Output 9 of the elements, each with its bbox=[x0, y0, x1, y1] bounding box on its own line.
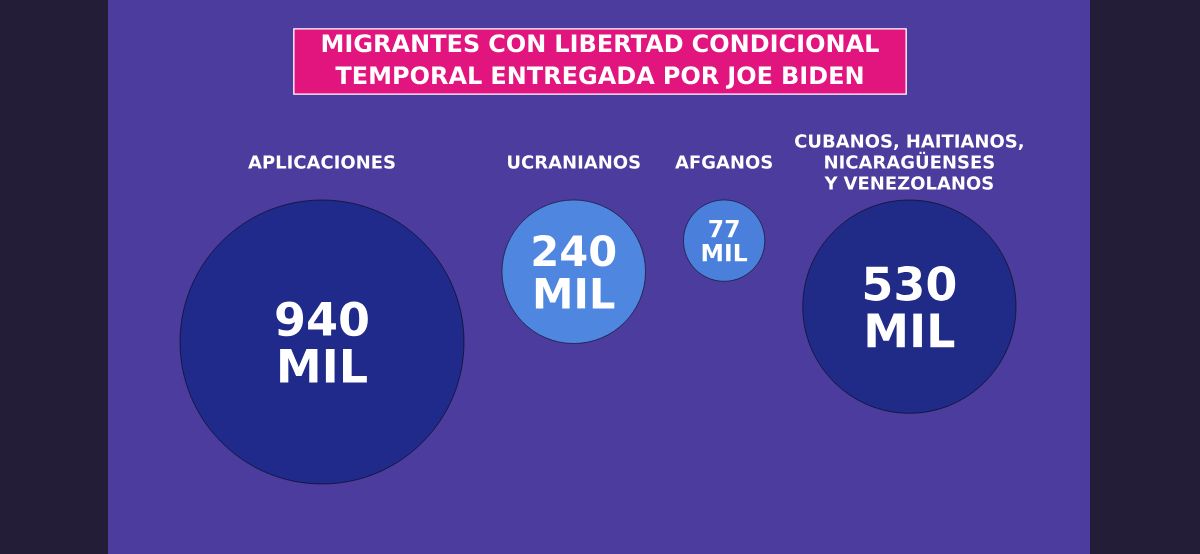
data-label: 940 MIL bbox=[276, 301, 368, 383]
data-label: 77 MIL bbox=[702, 220, 748, 262]
text: MIGRANTES CON LIBERTAD CONDICIONAL TEMPORAL ENTREGADA POR JOE BIDEN bbox=[322, 34, 879, 89]
category-label: UCRANIANOS bbox=[508, 155, 640, 169]
data-label: 530 MIL bbox=[864, 266, 956, 348]
data-label: 240 MIL bbox=[533, 235, 616, 309]
category-label: APLICACIONES bbox=[248, 155, 395, 169]
category-label: CUBANOS, HAITIANOS, NICARAGÜENSES Y VENEZOLANOS bbox=[795, 134, 1023, 190]
category-label: AFGANOS bbox=[675, 155, 772, 169]
